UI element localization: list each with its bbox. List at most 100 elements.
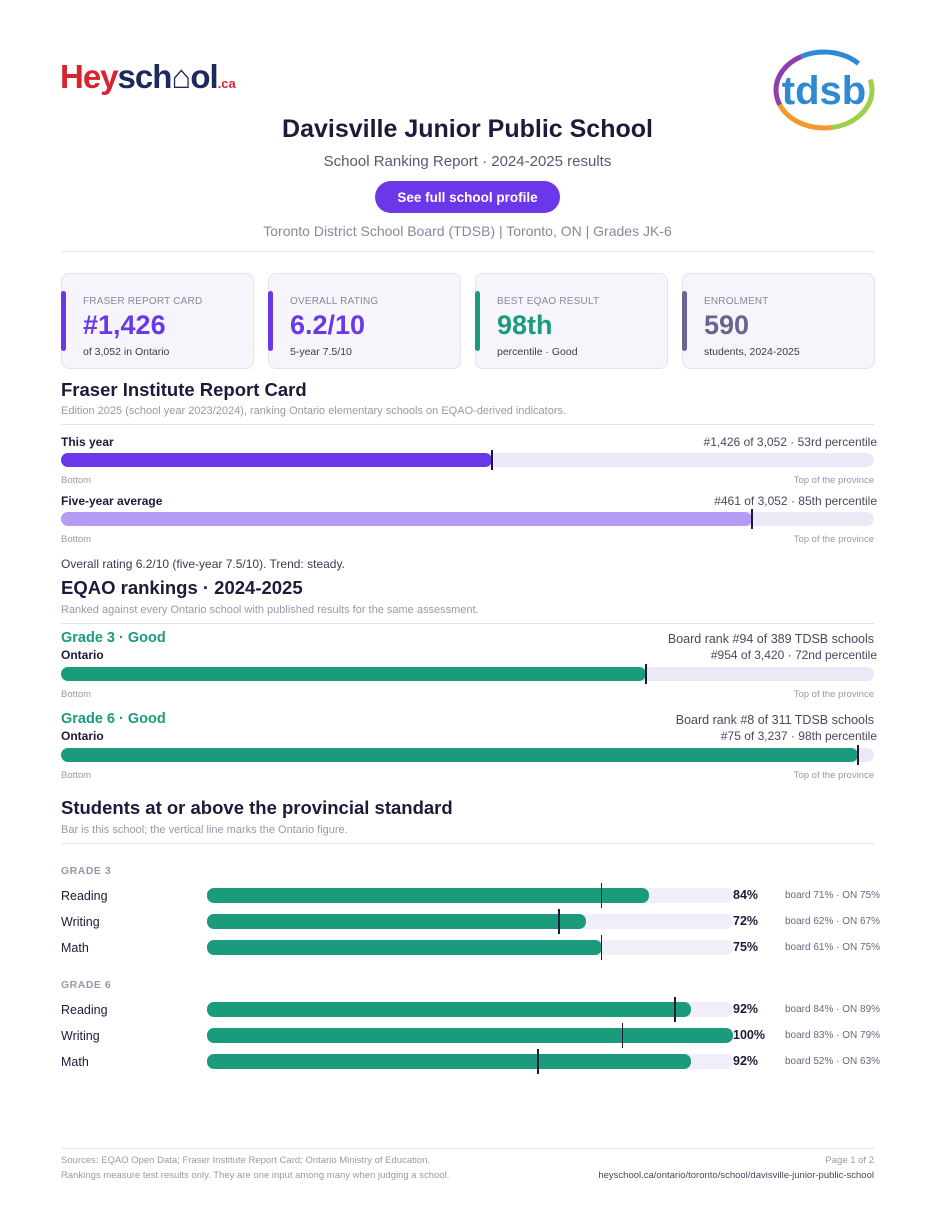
grade-group-label: GRADE 6 [61,979,112,991]
logo-text-hey: Hey [60,58,119,95]
scale-bottom-label: Bottom [61,770,92,781]
percentile-track [61,509,874,529]
percentile-fill [61,667,647,681]
ontario-marker [621,1023,624,1048]
board-ontario-compare: board 62% · ON 67% [785,916,881,927]
scale-bottom-label: Bottom [61,534,92,545]
full-profile-button[interactable]: See full school profile [375,181,560,213]
page-subtitle: School Ranking Report · 2024-2025 result… [323,153,612,170]
footer-disclaimer: Rankings measure test results only. They… [61,1170,450,1181]
heyschool-logo[interactable]: Heysch⌂ol.ca [60,58,236,96]
card-accent-bar [475,291,480,351]
eqao-note: Ranked against every Ontario school with… [61,604,479,616]
subject-label: Writing [61,915,100,929]
card-accent-bar [268,291,273,351]
standard-track [207,997,733,1022]
divider [61,843,874,844]
eqao-ontario-rank: #75 of 3,237 · 98th percentile [720,729,877,743]
eqao-scope-label: Ontario [61,648,104,662]
board-ontario-compare: board 61% · ON 75% [785,942,881,953]
standard-track [207,909,733,934]
card-label: BEST EQAO RESULT [497,296,600,307]
standard-track [207,1049,733,1074]
percentile-track [61,745,874,765]
subject-label: Reading [61,889,108,903]
school-bar [207,1054,691,1069]
board-ontario-compare: board 71% · ON 75% [785,890,881,901]
scale-bottom-label: Bottom [61,689,92,700]
card-value: #1,426 [83,310,166,340]
stat-card: ENROLMENT 590 students, 2024-2025 [682,273,875,369]
card-sub: of 3,052 in Ontario [83,346,170,358]
eqao-scope-label: Ontario [61,729,104,743]
school-meta: Toronto District School Board (TDSB) | T… [263,223,672,239]
eqao-grade-title: Grade 6 · Good [61,711,166,727]
subject-label: Math [61,1055,89,1069]
percentile-fill [61,748,858,762]
subject-label: Math [61,941,89,955]
fraser-note: Edition 2025 (school year 2023/2024), ra… [61,405,567,417]
ontario-marker [600,883,602,908]
card-sub: percentile · Good [497,346,578,358]
standard-track [207,935,733,960]
tdsb-logo: tdsb [773,49,875,131]
scale-top-label: Top of the province [793,534,874,545]
subject-label: Reading [61,1003,108,1017]
scale-top-label: Top of the province [793,475,874,486]
school-percent: 72% [733,914,759,928]
school-bar [207,940,602,955]
standard-track [207,883,733,908]
school-percent: 75% [733,940,759,954]
school-bar [207,888,649,903]
percentile-track [61,450,874,470]
footer-divider [61,1148,874,1149]
percentile-marker [490,450,493,470]
percentile-fill [61,453,492,467]
ontario-marker [600,935,602,960]
footer-url[interactable]: heyschool.ca/ontario/toronto/school/davi… [598,1170,874,1181]
card-label: OVERALL RATING [290,296,379,307]
card-value: 98th [497,310,553,340]
standard-note: Bar is this school; the vertical line ma… [61,824,348,836]
school-bar [207,914,586,929]
percentile-track [61,664,874,684]
school-bar [207,1002,691,1017]
percentile-marker [751,509,754,529]
school-percent: 92% [733,1054,759,1068]
percentile-marker [856,745,859,765]
school-bar [207,1028,733,1043]
stat-card: OVERALL RATING 6.2/10 5-year 7.5/10 [268,273,461,369]
school-percent: 100% [733,1028,765,1042]
house-icon: ⌂ [171,58,191,95]
school-percent: 92% [733,1002,759,1016]
logo-text-sch: sch [117,58,173,95]
card-accent-bar [682,291,687,351]
scale-bottom-label: Bottom [61,475,92,486]
eqao-board-rank: Board rank #8 of 311 TDSB schools [675,713,874,727]
scale-top-label: Top of the province [793,770,874,781]
scale-top-label: Top of the province [793,689,874,700]
board-ontario-compare: board 83% · ON 79% [785,1030,881,1041]
footer-page: Page 1 of 2 [825,1155,874,1166]
divider [61,424,874,425]
tdsb-logo-text: tdsb [782,69,866,113]
fraser-row-label: Five-year average [61,494,163,508]
fraser-row-rank: #461 of 3,052 · 85th percentile [714,494,877,508]
logo-text-ol: ol [190,58,218,95]
card-label: ENROLMENT [704,296,769,307]
card-value: 590 [704,310,750,340]
standard-track [207,1023,733,1048]
eqao-ontario-rank: #954 of 3,420 · 72nd percentile [710,648,877,662]
eqao-grade-title: Grade 3 · Good [61,630,166,646]
eqao-board-rank: Board rank #94 of 389 TDSB schools [667,632,874,646]
fraser-section-title: Fraser Institute Report Card [61,379,307,400]
card-accent-bar [61,291,66,351]
school-percent: 84% [733,888,759,902]
percentile-marker [645,664,648,684]
card-label: FRASER REPORT CARD [83,296,203,307]
divider [61,623,874,624]
card-value: 6.2/10 [290,310,366,340]
grade-group-label: GRADE 3 [61,865,112,877]
ontario-marker [537,1049,539,1074]
fraser-summary: Overall rating 6.2/10 (five-year 7.5/10)… [61,557,345,571]
